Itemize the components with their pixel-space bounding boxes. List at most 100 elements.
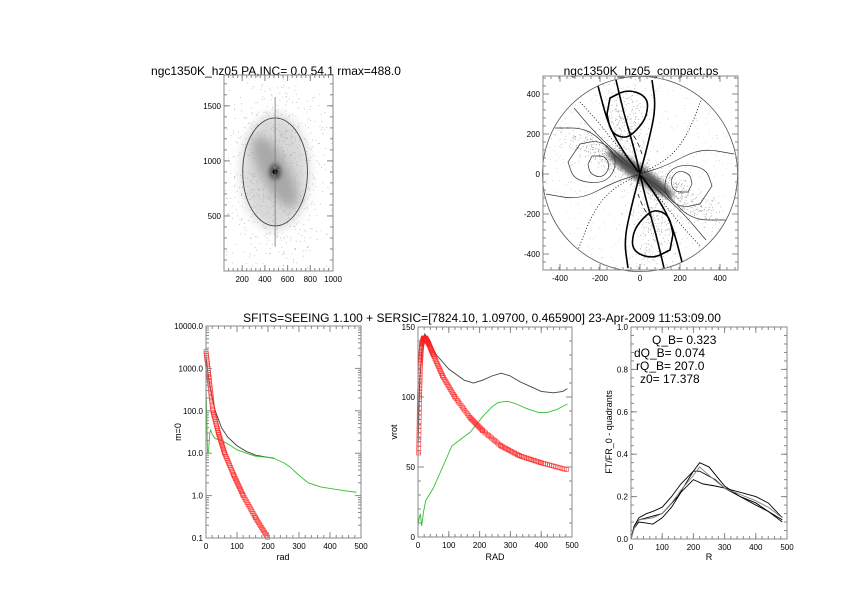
image-pixel <box>672 184 674 185</box>
image-pixel <box>645 243 647 245</box>
image-pixel <box>272 150 274 151</box>
contour-dashed <box>627 129 643 155</box>
image-pixel <box>623 147 625 148</box>
image-pixel <box>648 250 650 252</box>
image-pixel <box>275 218 277 220</box>
image-pixel <box>612 161 614 162</box>
image-pixel <box>267 173 269 175</box>
image-pixel <box>643 142 645 144</box>
image-pixel <box>646 167 647 169</box>
rotation-curve-model-marker <box>483 430 488 436</box>
image-pixel <box>607 162 608 164</box>
image-pixel <box>609 171 611 173</box>
image-pixel <box>621 126 623 128</box>
image-pixel <box>724 195 726 196</box>
image-pixel <box>649 209 651 210</box>
image-pixel <box>558 180 560 181</box>
image-pixel <box>714 153 715 155</box>
image-pixel <box>652 216 654 218</box>
image-pixel <box>654 241 656 243</box>
image-pixel <box>637 108 638 109</box>
image-pixel <box>606 99 608 100</box>
image-pixel <box>277 202 279 203</box>
image-pixel <box>230 135 232 137</box>
image-pixel <box>561 130 563 132</box>
image-pixel <box>285 163 287 165</box>
image-pixel <box>614 100 616 102</box>
image-pixel <box>258 198 260 199</box>
image-pixel <box>711 234 713 236</box>
image-pixel <box>602 257 604 259</box>
image-pixel <box>252 214 254 215</box>
image-pixel <box>289 225 291 227</box>
image-pixel <box>258 189 259 191</box>
image-pixel <box>640 133 642 134</box>
image-pixel <box>705 217 707 219</box>
image-pixel <box>296 102 298 103</box>
image-pixel <box>659 122 661 123</box>
image-pixel <box>708 218 710 220</box>
image-pixel <box>288 158 290 159</box>
image-pixel <box>621 154 623 155</box>
image-pixel <box>620 133 622 135</box>
image-pixel <box>702 210 703 211</box>
image-pixel <box>304 199 306 201</box>
image-pixel <box>550 204 552 206</box>
image-pixel <box>715 135 717 136</box>
image-pixel <box>592 222 594 224</box>
image-pixel <box>290 143 292 145</box>
image-pixel <box>681 197 683 199</box>
image-pixel <box>632 189 634 191</box>
image-pixel <box>261 188 263 190</box>
image-pixel <box>676 186 678 188</box>
image-pixel <box>282 140 284 141</box>
image-pixel <box>644 167 646 169</box>
image-pixel <box>646 251 648 253</box>
image-pixel <box>679 193 681 194</box>
image-pixel <box>681 190 682 192</box>
image-pixel <box>285 156 287 158</box>
image-pixel <box>578 228 580 230</box>
image-pixel <box>692 201 694 203</box>
image-pixel <box>617 167 618 169</box>
image-pixel <box>271 199 272 201</box>
image-pixel <box>296 163 298 165</box>
image-pixel <box>653 239 655 241</box>
image-pixel <box>252 152 253 153</box>
image-pixel <box>633 193 635 195</box>
image-pixel <box>670 188 671 190</box>
image-pixel <box>653 260 655 261</box>
image-pixel <box>693 205 695 207</box>
image-pixel <box>673 213 675 215</box>
image-pixel <box>267 77 269 79</box>
m0-profile-xtick-label: 400 <box>323 542 337 551</box>
image-pixel <box>248 256 250 258</box>
image-pixel <box>572 130 574 131</box>
image-pixel <box>684 105 686 106</box>
image-pixel <box>300 195 302 196</box>
contour-title: ngc1350K_hz05_compact.ps <box>564 64 719 78</box>
image-xtick-label: 600 <box>281 275 295 284</box>
image-pixel <box>608 149 610 151</box>
rotation-curve-ytick-label: 100 <box>402 393 416 402</box>
image-pixel <box>641 207 643 209</box>
image-pixel <box>322 191 324 192</box>
image-pixel <box>598 166 600 168</box>
image-pixel <box>717 203 719 205</box>
image-pixel <box>590 139 592 140</box>
image-pixel <box>573 148 574 150</box>
image-pixel <box>647 258 648 259</box>
image-pixel <box>651 245 652 246</box>
image-pixel <box>644 257 645 258</box>
image-pixel <box>303 224 305 226</box>
image-pixel <box>279 93 281 94</box>
image-pixel <box>301 234 303 236</box>
image-pixel <box>281 239 283 241</box>
image-pixel <box>643 79 645 81</box>
image-pixel <box>279 124 281 126</box>
image-pixel <box>640 76 641 78</box>
image-pixel <box>648 194 650 195</box>
image-pixel <box>634 116 636 118</box>
image-pixel <box>248 122 249 124</box>
image-pixel <box>684 202 686 203</box>
